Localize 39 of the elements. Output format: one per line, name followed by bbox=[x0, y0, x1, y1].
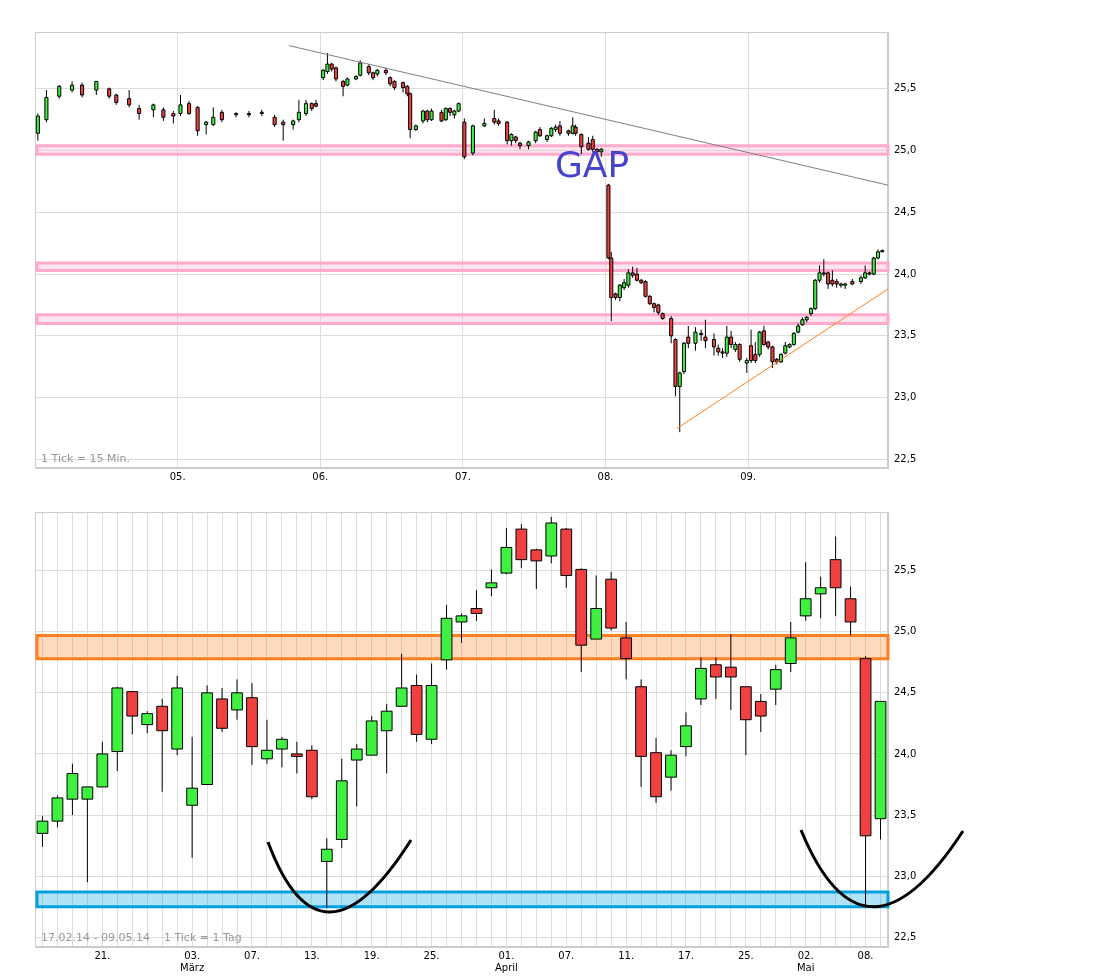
y-tick-label: 25,5 bbox=[894, 564, 917, 576]
candlestick bbox=[178, 94, 183, 117]
x-tick-label: 08. bbox=[597, 470, 614, 482]
x-tick-label: 09. bbox=[740, 470, 757, 482]
y-tick-label: 25,0 bbox=[894, 625, 917, 637]
x-tick-label: 11. bbox=[618, 949, 635, 961]
y-tick-label: 22,5 bbox=[894, 452, 917, 464]
x-tick-label: 13. bbox=[303, 949, 320, 961]
y-tick-label: 23,5 bbox=[894, 808, 917, 820]
y-tick-label: 25,5 bbox=[894, 82, 917, 94]
x-tick-label: 03. März bbox=[180, 949, 205, 973]
annotation: 17.02.14 - 09.05.14 bbox=[41, 931, 150, 945]
x-tick-label: 05. bbox=[169, 470, 186, 482]
annotation: GAP bbox=[554, 144, 630, 186]
candlestick bbox=[291, 741, 303, 774]
y-tick-label: 23,5 bbox=[894, 329, 917, 341]
annotation: 1 Tick = 1 Tag bbox=[163, 931, 242, 945]
y-tick-label: 25,0 bbox=[894, 144, 917, 156]
x-tick-label: 07. bbox=[558, 949, 575, 961]
y-tick-label: 24,0 bbox=[894, 267, 917, 279]
x-tick-label: 19. bbox=[363, 949, 380, 961]
x-tick-label: 07. bbox=[454, 470, 471, 482]
x-tick-label: 17. bbox=[678, 949, 694, 961]
y-tick-label: 24,0 bbox=[894, 747, 917, 759]
x-tick-label: 02. Mai bbox=[796, 949, 815, 973]
x-tick-label: 08. bbox=[857, 949, 874, 961]
y-tick-label: 24,5 bbox=[894, 686, 917, 698]
x-tick-label: 01. April bbox=[494, 949, 518, 973]
x-tick-label: 25. bbox=[737, 949, 754, 961]
y-tick-label: 24,5 bbox=[894, 205, 917, 217]
x-tick-label: 25. bbox=[423, 949, 440, 961]
x-tick-label: 06. bbox=[312, 470, 329, 482]
y-tick-label: 23,0 bbox=[894, 391, 917, 403]
candlestick bbox=[769, 664, 782, 706]
x-tick-label: 21. bbox=[94, 949, 111, 961]
annotation: 1 Tick = 15 Min. bbox=[41, 452, 131, 466]
x-tick-label: 07. bbox=[244, 949, 260, 961]
y-tick-label: 22,5 bbox=[894, 930, 917, 942]
y-tick-label: 23,0 bbox=[894, 869, 917, 881]
